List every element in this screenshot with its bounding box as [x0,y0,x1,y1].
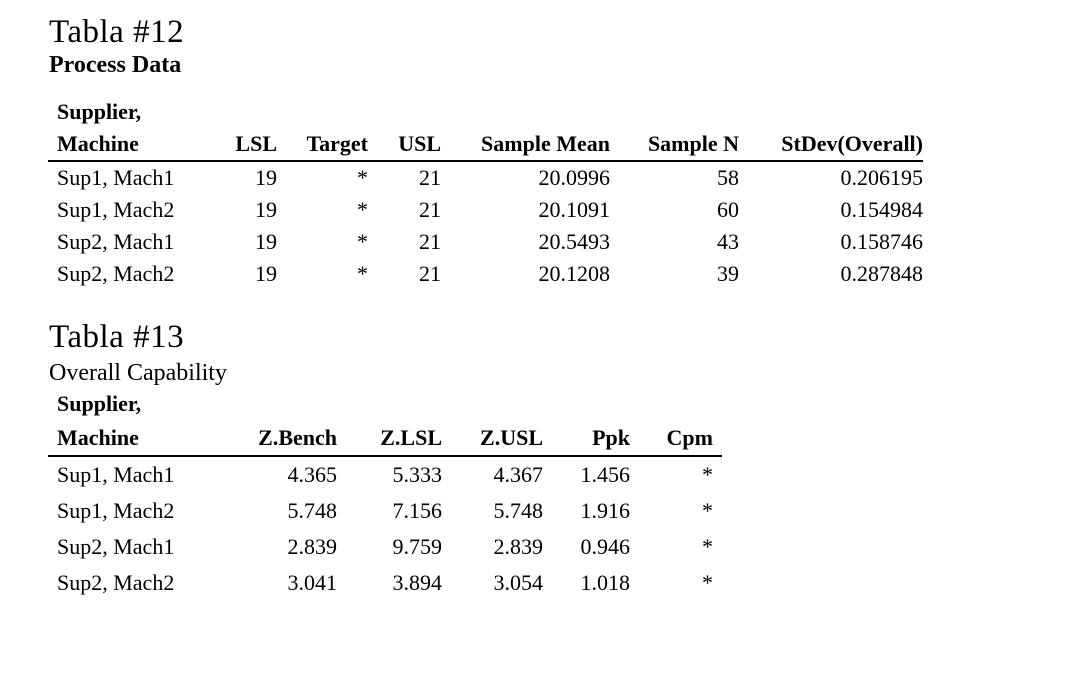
table-row: Sup2, Mach2 3.041 3.894 3.054 1.018 * [48,565,722,601]
table-row: Sup1, Mach2 5.748 7.156 5.748 1.916 * [48,493,722,529]
sample-n-header: Sample N [647,131,739,156]
machine-header-line: Machine [57,131,139,156]
overall-capability-subtitle: Overall Capability [49,360,227,386]
table-row: Sup1, Mach1 4.365 5.333 4.367 1.456 * [48,456,722,493]
ppk-value: 1.916 [580,498,631,523]
stdev-overall-value: 0.287848 [840,261,924,286]
zusl-value: 4.367 [493,462,544,487]
ppk-value: 1.456 [580,462,631,487]
lsl-value: 19 [255,261,277,286]
cpm-value: * [702,570,713,595]
row-label: Sup2, Mach2 [57,570,175,595]
table-row: Sup1, Mach2 19 * 21 20.1091 60 0.154984 [48,194,923,226]
sample-mean-value: 20.1208 [538,261,611,286]
usl-value: 21 [419,261,441,286]
table-row: Sup2, Mach2 19 * 21 20.1208 39 0.287848 [48,258,923,290]
sample-n-value: 60 [717,197,739,222]
zusl-value: 5.748 [493,498,544,523]
row-label: Sup1, Mach1 [57,462,175,487]
row-label: Sup1, Mach2 [57,498,175,523]
row-label: Sup1, Mach1 [57,165,175,190]
zlsl-value: 9.759 [392,534,443,559]
table-row: Sup1, Mach1 19 * 21 20.0996 58 0.206195 [48,161,923,194]
stdev-overall-value: 0.158746 [840,229,924,254]
lsl-value: 19 [255,197,277,222]
machine-header-line: Machine [57,425,139,450]
lsl-value: 19 [255,165,277,190]
zlsl-header: Z.LSL [380,425,442,450]
process-data-table: Supplier, Machine LSL Target USL Sample … [48,96,923,290]
lsl-value: 19 [255,229,277,254]
target-value: * [357,261,368,286]
row-label: Sup2, Mach2 [57,261,175,286]
zusl-header: Z.USL [480,425,543,450]
cpm-value: * [702,534,713,559]
sample-n-value: 43 [717,229,739,254]
zusl-value: 3.054 [493,570,544,595]
lsl-header: LSL [235,131,277,156]
ppk-header: Ppk [592,425,630,450]
usl-value: 21 [419,165,441,190]
ppk-value: 0.946 [580,534,631,559]
sample-n-value: 39 [717,261,739,286]
zbench-value: 5.748 [287,498,338,523]
target-value: * [357,165,368,190]
zbench-value: 3.041 [287,570,338,595]
zbench-value: 2.839 [287,534,338,559]
cpm-value: * [702,462,713,487]
supplier-header-line: Supplier, [57,99,142,124]
process-data-subtitle: Process Data [49,52,182,78]
usl-value: 21 [419,197,441,222]
process-table-header-row: Supplier, Machine LSL Target USL Sample … [48,96,923,161]
supplier-header-line: Supplier, [57,391,142,416]
row-label: Sup2, Mach1 [57,534,175,559]
target-value: * [357,197,368,222]
cpm-header: Cpm [666,425,713,450]
table13-title: Tabla #13 [49,319,185,355]
zlsl-value: 5.333 [392,462,443,487]
overall-capability-table: Supplier, Machine Z.Bench Z.LSL Z.USL Pp… [48,387,722,601]
table12-title: Tabla #12 [49,14,185,50]
table-row: Sup2, Mach1 19 * 21 20.5493 43 0.158746 [48,226,923,258]
capability-table-header-row: Supplier, Machine Z.Bench Z.LSL Z.USL Pp… [48,387,722,456]
stdev-overall-value: 0.206195 [840,165,924,190]
target-header: Target [306,131,368,156]
sample-mean-value: 20.0996 [538,165,611,190]
ppk-value: 1.018 [580,570,631,595]
zbench-header: Z.Bench [258,425,337,450]
table-row: Sup2, Mach1 2.839 9.759 2.839 0.946 * [48,529,722,565]
zbench-value: 4.365 [287,462,338,487]
sample-mean-header: Sample Mean [481,131,610,156]
zusl-value: 2.839 [493,534,544,559]
sample-mean-value: 20.5493 [538,229,611,254]
usl-value: 21 [419,229,441,254]
row-label: Sup2, Mach1 [57,229,175,254]
zlsl-value: 3.894 [392,570,443,595]
usl-header: USL [398,131,441,156]
cpm-value: * [702,498,713,523]
row-label: Sup1, Mach2 [57,197,175,222]
supplier-machine-header: Supplier, Machine [48,96,198,161]
target-value: * [357,229,368,254]
stdev-overall-value: 0.154984 [840,197,924,222]
stdev-overall-header: StDev(Overall) [781,131,923,156]
sample-n-value: 58 [717,165,739,190]
zlsl-value: 7.156 [392,498,443,523]
supplier-machine-header: Supplier, Machine [48,387,198,456]
sample-mean-value: 20.1091 [538,197,611,222]
